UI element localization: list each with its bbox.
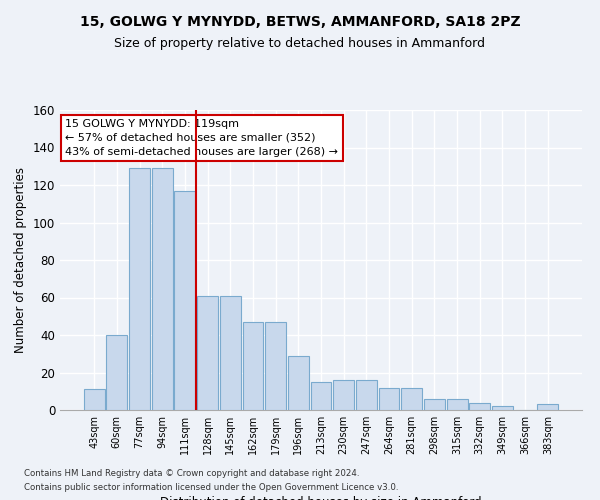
Text: 15, GOLWG Y MYNYDD, BETWS, AMMANFORD, SA18 2PZ: 15, GOLWG Y MYNYDD, BETWS, AMMANFORD, SA… bbox=[80, 15, 520, 29]
Bar bbox=[446, 399, 467, 410]
Bar bbox=[424, 399, 445, 410]
Bar bbox=[242, 322, 263, 410]
Text: Contains public sector information licensed under the Open Government Licence v3: Contains public sector information licen… bbox=[24, 484, 398, 492]
Bar bbox=[311, 382, 331, 410]
Bar bbox=[401, 388, 422, 410]
X-axis label: Distribution of detached houses by size in Ammanford: Distribution of detached houses by size … bbox=[160, 496, 482, 500]
Text: Size of property relative to detached houses in Ammanford: Size of property relative to detached ho… bbox=[115, 36, 485, 50]
Text: Contains HM Land Registry data © Crown copyright and database right 2024.: Contains HM Land Registry data © Crown c… bbox=[24, 468, 359, 477]
Bar bbox=[469, 402, 490, 410]
Bar bbox=[356, 380, 377, 410]
Bar bbox=[333, 380, 354, 410]
Y-axis label: Number of detached properties: Number of detached properties bbox=[14, 167, 27, 353]
Bar bbox=[84, 390, 104, 410]
Bar bbox=[129, 168, 150, 410]
Bar bbox=[220, 296, 241, 410]
Bar bbox=[106, 335, 127, 410]
Bar bbox=[175, 190, 196, 410]
Bar bbox=[379, 388, 400, 410]
Bar bbox=[538, 404, 558, 410]
Bar bbox=[152, 168, 173, 410]
Text: 15 GOLWG Y MYNYDD: 119sqm
← 57% of detached houses are smaller (352)
43% of semi: 15 GOLWG Y MYNYDD: 119sqm ← 57% of detac… bbox=[65, 119, 338, 157]
Bar bbox=[492, 406, 513, 410]
Bar bbox=[265, 322, 286, 410]
Bar bbox=[197, 296, 218, 410]
Bar bbox=[288, 356, 309, 410]
